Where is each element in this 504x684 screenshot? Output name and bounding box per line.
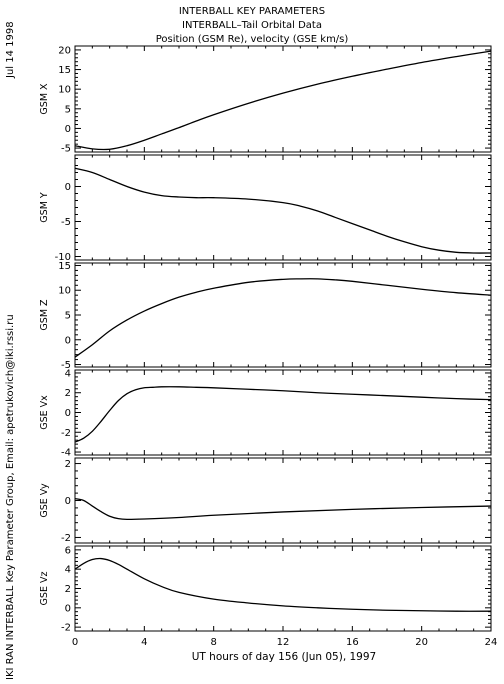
y-axis-label: GSE Vy [39,483,50,518]
y-axis-label: GSE Vx [39,395,50,430]
y-tick-label: 2 [65,459,71,470]
chart-title-line-1: INTERBALL KEY PARAMETERS [179,6,325,17]
y-tick-label: 10 [58,85,71,96]
y-tick-label: 4 [65,368,71,379]
y-tick-label: 4 [65,565,71,576]
y-tick-label: 2 [65,584,71,595]
series-line-gse-vy [74,498,492,521]
x-tick-label: 20 [415,637,428,648]
date-label: Jul 14 1998 [5,21,16,79]
y-axis-label: GSM Y [39,192,50,223]
y-tick-label: 2 [65,388,71,399]
y-tick-label: 0 [65,408,71,419]
y-tick-label: -2 [61,623,71,634]
y-tick-label: 0 [65,124,71,135]
chart-title-line-3: Position (GSM Re), velocity (GSE km/s) [156,34,349,45]
panel-3: -5 0 5 10 15 GSM Z [39,261,492,371]
y-tick-label: 5 [65,104,71,115]
y-tick-label: 0 [65,496,71,507]
y-tick-label: 0 [65,182,71,193]
panel-1: -5 0 5 10 15 20 GSM X [39,45,492,155]
y-tick-label: -5 [61,217,71,228]
panel-6: -2 0 2 4 6 GSE Vz [39,545,492,634]
x-axis-label: UT hours of day 156 (Jun 05), 1997 [192,651,376,663]
series-line-gse-vz [74,557,492,612]
panel-frame [74,369,492,456]
series-line-gsm-y [74,167,492,254]
panel-frame [74,545,492,632]
y-tick-label: 0 [65,335,71,346]
y-axis-label: GSM Z [39,299,50,331]
y-tick-label: -4 [61,448,71,459]
panel-4: -4 -2 0 2 4 GSE Vx [39,368,492,459]
y-tick-label: 15 [58,65,71,76]
y-tick-label: -2 [61,533,71,544]
y-tick-label: 15 [58,261,71,272]
panel-2: -10 -5 0 GSM Y [39,154,492,263]
x-tick-label: 4 [141,637,147,648]
y-tick-label: -2 [61,428,71,439]
x-tick-label: 24 [485,637,498,648]
x-tick-label: 16 [346,637,359,648]
series-line-gse-vx [74,386,492,443]
y-tick-label: 6 [65,545,71,556]
y-axis-label: GSE Vz [39,572,50,606]
panel-frame [74,457,492,544]
series-line-gsm-x [74,50,492,151]
series-line-gsm-z [74,278,492,358]
x-tick-label: 0 [72,637,78,648]
y-tick-label: 5 [65,311,71,322]
x-tick-label: 8 [210,637,216,648]
y-tick-label: 10 [58,286,71,297]
y-tick-label: 20 [58,45,71,56]
x-tick-label: 12 [277,637,290,648]
y-tick-label: -5 [61,360,71,371]
y-tick-label: 0 [65,603,71,614]
panel-frame [74,154,492,261]
panel-5: -2 0 2 GSE Vy [39,457,492,544]
credit-label: IKI RAN INTERBALL Key Parameter Group, E… [5,314,16,680]
y-tick-label: -5 [61,144,71,155]
y-axis-label: GSM X [39,83,50,115]
chart-title-line-2: INTERBALL–Tail Orbital Data [182,20,322,31]
y-tick-label: -10 [55,252,71,263]
